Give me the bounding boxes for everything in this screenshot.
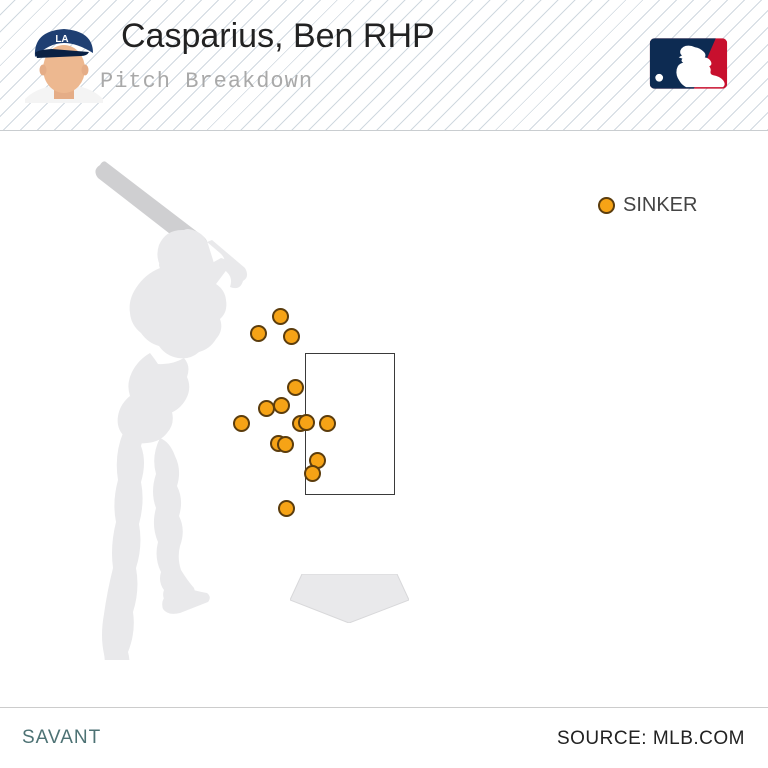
svg-text:LA: LA [55, 34, 68, 45]
